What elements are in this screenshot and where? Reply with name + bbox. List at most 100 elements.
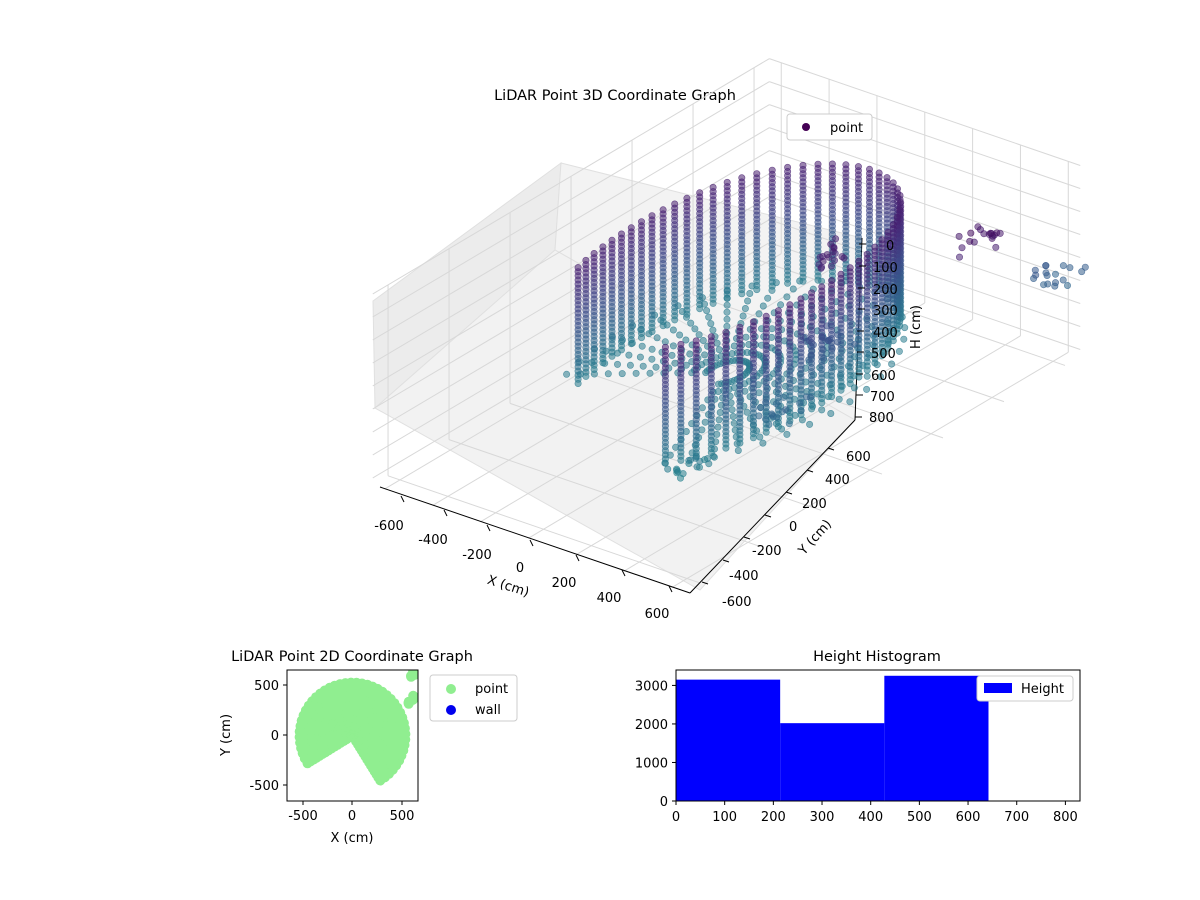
data-point [846, 380, 854, 388]
data-point [850, 384, 858, 392]
grid-line [372, 81, 770, 318]
y-tick-label: 600 [846, 450, 871, 465]
data-point [783, 430, 791, 438]
y-tick-label: -600 [722, 595, 752, 610]
grid-line [372, 196, 770, 433]
data-point [604, 370, 612, 378]
data-point [703, 307, 711, 315]
data-point [846, 398, 854, 406]
x-tick-label: 0 [348, 809, 356, 824]
data-point [705, 313, 713, 321]
data-point [762, 398, 770, 406]
data-point [1052, 270, 1060, 278]
data-point [723, 322, 731, 330]
data-point [709, 299, 717, 307]
x-tick-label: 500 [390, 809, 415, 824]
data-point [817, 264, 825, 272]
data-point [563, 370, 571, 378]
grid-line [372, 58, 770, 295]
data-point [734, 446, 742, 454]
data-point [686, 350, 694, 358]
legend-histogram: Height [976, 675, 1074, 702]
data-point [723, 315, 731, 323]
x-axis-line [379, 486, 691, 594]
legend-label-wall: wall [475, 703, 501, 718]
data-point [768, 325, 776, 333]
y-ticks-2d: 500 0 -500 [249, 679, 287, 794]
data-point [901, 324, 909, 332]
legend-label-point: point [475, 682, 508, 697]
data-point [974, 223, 982, 231]
data-point [863, 385, 871, 393]
chart-2d-title: LiDAR Point 2D Coordinate Graph [231, 649, 473, 665]
histogram-title: Height Histogram [813, 649, 941, 665]
data-point [780, 393, 788, 401]
data-point [757, 404, 765, 412]
data-point [742, 333, 750, 341]
y-ticks-3d: -600 -400 -200 0 200 400 600 [701, 447, 871, 610]
y-axis-line [689, 419, 856, 594]
grid-line [671, 351, 1069, 589]
x-tick-label: 300 [810, 810, 835, 825]
data-point [768, 286, 776, 294]
x-ticks-3d: -600 -400 -200 0 200 400 600 [374, 495, 673, 622]
data-point [1078, 268, 1086, 276]
data-point [664, 465, 672, 473]
data-point [818, 399, 826, 407]
data-point [789, 285, 797, 293]
data-point [626, 361, 634, 369]
data-point [728, 406, 736, 414]
data-point [383, 729, 394, 740]
data-point [798, 416, 806, 424]
data-point [653, 334, 661, 342]
grid-line [372, 104, 770, 341]
y-axis-label-2d: Y (cm) [219, 714, 234, 757]
data-point [993, 229, 1001, 237]
data-point [980, 230, 988, 238]
data-point [682, 313, 690, 321]
x-axis-label-3d: X (cm) [485, 573, 531, 601]
data-point [768, 410, 776, 418]
histogram-bar [780, 723, 885, 801]
data-point [625, 351, 633, 359]
data-point [840, 254, 848, 262]
data-point [967, 229, 975, 237]
z-tick-label: 700 [870, 390, 895, 405]
data-point [888, 360, 896, 368]
data-point [638, 342, 646, 350]
x-tick-label: 200 [761, 810, 786, 825]
data-point [759, 439, 767, 447]
data-point [302, 758, 313, 769]
data-point [648, 345, 656, 353]
data-point [1066, 264, 1074, 272]
data-point [671, 316, 679, 324]
data-point [377, 711, 388, 722]
points-2d [294, 670, 418, 786]
y-tick-label: 200 [802, 497, 827, 512]
data-point [696, 305, 704, 313]
data-point [966, 237, 974, 245]
data-point [1032, 271, 1040, 279]
data-point [713, 339, 721, 347]
data-point [832, 235, 840, 243]
data-point [808, 405, 816, 413]
data-point [699, 336, 707, 344]
legend-label-point: point [830, 121, 863, 136]
legend-label-height: Height [1021, 682, 1064, 697]
data-point [715, 346, 723, 354]
data-point [739, 312, 747, 320]
y-tick-label: 400 [825, 473, 850, 488]
legend-marker-point [802, 123, 810, 131]
data-point [900, 335, 908, 343]
data-point [723, 308, 731, 316]
data-point [773, 413, 781, 421]
x-tick-label: 400 [858, 810, 883, 825]
data-point [828, 344, 836, 352]
data-point [661, 459, 669, 467]
data-point [730, 419, 738, 427]
legend-3d: point [786, 113, 873, 141]
grid-line [372, 173, 770, 410]
data-point [835, 395, 843, 403]
data-point [1059, 276, 1067, 284]
data-point [829, 248, 837, 256]
